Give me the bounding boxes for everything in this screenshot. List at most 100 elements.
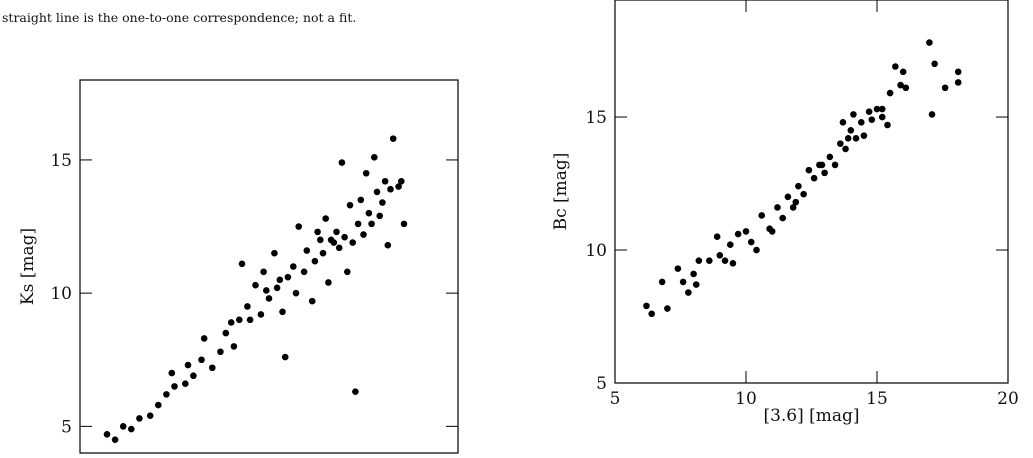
data-point xyxy=(190,372,197,380)
data-point xyxy=(810,174,818,182)
data-point xyxy=(837,140,844,147)
data-point xyxy=(163,391,170,398)
data-point xyxy=(706,257,713,264)
data-point xyxy=(884,121,891,129)
data-point xyxy=(263,287,270,294)
data-point xyxy=(713,233,721,241)
data-point xyxy=(800,190,807,198)
data-point xyxy=(892,63,899,70)
data-point xyxy=(395,183,402,190)
data-point xyxy=(941,84,949,92)
data-point xyxy=(868,116,876,123)
data-point xyxy=(779,214,786,222)
data-point xyxy=(847,127,855,134)
data-point xyxy=(643,302,650,310)
data-point xyxy=(954,68,962,76)
data-point xyxy=(119,423,127,430)
data-point xyxy=(674,265,682,272)
data-point xyxy=(295,223,303,230)
data-point xyxy=(664,305,671,312)
data-point xyxy=(246,316,254,324)
data-point xyxy=(886,89,894,97)
data-point xyxy=(290,263,297,270)
data-point xyxy=(354,220,362,228)
data-point xyxy=(897,81,904,89)
data-point xyxy=(300,268,308,276)
data-point xyxy=(821,169,828,177)
data-point xyxy=(926,39,933,46)
data-point xyxy=(685,289,692,296)
data-point xyxy=(273,284,281,292)
data-point xyxy=(322,215,330,222)
y-axis-label: Ks [mag] xyxy=(18,228,38,305)
data-point xyxy=(227,319,235,326)
data-point xyxy=(371,153,378,161)
data-point xyxy=(865,108,873,116)
data-point xyxy=(349,239,357,246)
data-point xyxy=(171,383,178,390)
data-point xyxy=(335,244,343,252)
data-point xyxy=(902,84,910,92)
data-point xyxy=(774,204,781,211)
data-point xyxy=(257,311,265,318)
y-tick-label: 10 xyxy=(50,284,72,304)
data-point xyxy=(381,177,389,185)
data-point xyxy=(729,260,737,267)
data-point xyxy=(831,161,839,169)
x-tick-label: 10 xyxy=(735,389,757,409)
data-point xyxy=(658,278,666,286)
data-point xyxy=(317,236,324,244)
plot-frame xyxy=(79,79,459,454)
data-point xyxy=(236,316,243,324)
data-point xyxy=(373,188,381,196)
data-point xyxy=(844,135,852,142)
data-point xyxy=(341,233,348,241)
data-point xyxy=(338,159,346,166)
data-point xyxy=(333,228,340,236)
data-point xyxy=(252,281,259,289)
data-point xyxy=(692,281,700,288)
data-point xyxy=(217,348,224,356)
data-point xyxy=(805,166,813,174)
y-tick-label: 15 xyxy=(50,151,72,171)
y-axis-label: Bc [mag] xyxy=(551,153,571,231)
data-point xyxy=(184,361,192,369)
data-point xyxy=(818,161,826,169)
data-point xyxy=(398,177,405,185)
data-point xyxy=(758,212,766,219)
data-point xyxy=(368,220,375,228)
data-point xyxy=(716,252,724,259)
data-point xyxy=(852,135,860,142)
data-point xyxy=(857,119,865,126)
data-point xyxy=(362,169,370,177)
data-point xyxy=(789,204,797,211)
data-point xyxy=(279,308,286,316)
x-tick-label: 15 xyxy=(866,389,888,409)
data-point xyxy=(146,412,154,420)
data-point xyxy=(792,198,800,206)
data-point xyxy=(878,113,886,121)
data-point xyxy=(260,268,267,276)
data-point xyxy=(878,105,886,113)
x-axis-label: [3.6] [mag] xyxy=(763,406,859,426)
plot-frame xyxy=(614,0,1009,384)
data-point xyxy=(860,132,868,139)
data-point xyxy=(325,279,332,286)
data-point xyxy=(839,119,847,126)
data-point xyxy=(292,289,300,297)
y-tick-label: 15 xyxy=(585,108,607,128)
data-point xyxy=(346,201,354,209)
data-point xyxy=(155,401,162,409)
data-point xyxy=(768,228,776,235)
x-tick-label: 5 xyxy=(610,389,621,409)
data-point xyxy=(400,220,408,228)
data-point xyxy=(365,209,373,217)
data-point xyxy=(303,247,311,254)
data-point xyxy=(357,196,365,204)
data-point xyxy=(209,364,216,372)
data-point xyxy=(873,105,881,113)
data-point xyxy=(308,297,316,305)
data-point xyxy=(284,273,292,281)
data-point xyxy=(319,249,327,257)
data-point xyxy=(795,182,802,190)
